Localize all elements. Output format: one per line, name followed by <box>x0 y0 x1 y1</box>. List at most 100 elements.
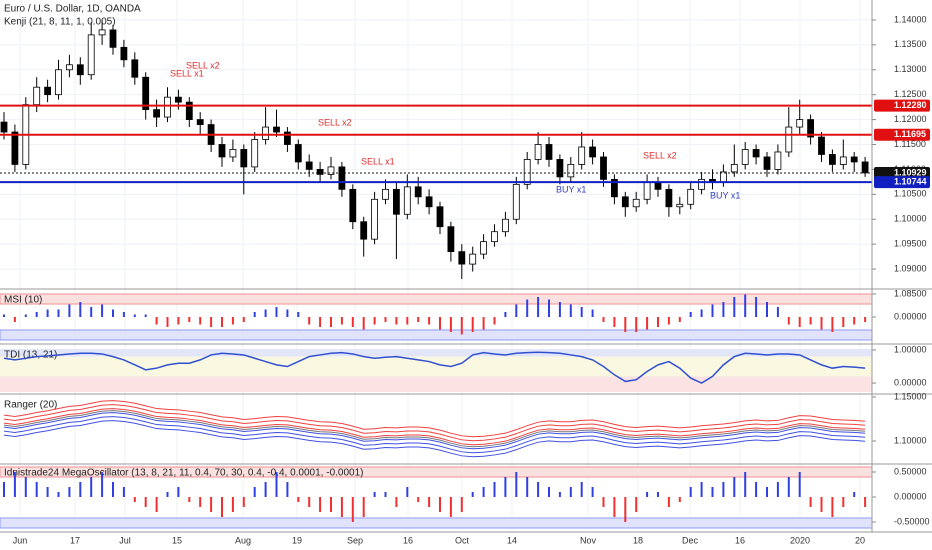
osc-bar <box>853 492 856 497</box>
osc-bar <box>471 317 474 332</box>
candle-body <box>578 146 586 165</box>
osc-bar <box>831 497 834 517</box>
osc-bar <box>57 492 60 497</box>
indicator-title: Kenji (21, 8, 11, 1, 0.005) <box>4 17 116 28</box>
osc-bar <box>526 299 529 317</box>
osc-bar <box>689 487 692 497</box>
candle-body <box>632 198 640 208</box>
osc-bar <box>253 487 256 497</box>
candle-body <box>229 149 237 158</box>
osc-bar <box>449 497 452 517</box>
osc-bar <box>79 302 82 317</box>
osc-bar <box>602 317 605 322</box>
candle-body <box>589 146 596 158</box>
osc-bar <box>79 482 82 497</box>
y-tick-label: 1.09500 <box>894 239 927 249</box>
osc-bar <box>646 492 649 497</box>
x-tick-label: Sep <box>347 535 363 545</box>
candle-body <box>414 186 422 198</box>
pane-title: Idnistrade24 MegaOscillator (13, 8, 21, … <box>4 468 363 479</box>
y-tick-label: 1.09000 <box>894 263 927 273</box>
y-tick-label: 1.12500 <box>894 89 927 99</box>
candle-body <box>458 251 466 265</box>
osc-bar <box>569 487 572 497</box>
candle-body <box>218 144 226 158</box>
osc-bar <box>330 317 332 327</box>
zone <box>0 329 873 341</box>
y-tick-label: 1.10500 <box>894 189 927 199</box>
osc-bar <box>406 487 409 497</box>
osc-bar <box>548 487 550 497</box>
osc-bar <box>90 307 93 317</box>
osc-bar <box>35 312 38 317</box>
osc-bar <box>460 497 463 512</box>
pane-title: TDI (13, 21) <box>4 350 57 361</box>
zone <box>0 517 873 529</box>
osc-bar <box>351 317 354 327</box>
osc-bar <box>602 497 605 507</box>
candle-body <box>371 198 379 240</box>
osc-bar <box>733 297 736 317</box>
y-tick-label: -0.50000 <box>894 516 930 526</box>
candle-body <box>240 149 248 168</box>
x-tick-label: Aug <box>235 535 251 545</box>
candle-body <box>120 46 128 61</box>
candle-body <box>55 69 62 96</box>
osc-bar <box>362 317 365 330</box>
osc-bar <box>667 317 670 325</box>
level-tag-label: 1.11695 <box>894 129 926 139</box>
osc-bar <box>428 317 431 325</box>
osc-bar <box>744 294 747 317</box>
signal-label: SELL x2 <box>186 60 220 70</box>
pane-title: Ranger (20) <box>4 400 57 411</box>
candle-body <box>76 64 84 76</box>
candle-body <box>109 29 117 48</box>
y-tick-label: 1.11500 <box>894 139 926 149</box>
osc-bar <box>460 317 463 335</box>
level-tag-label: 1.10929 <box>894 167 927 177</box>
osc-bar <box>384 317 387 322</box>
candle-body <box>305 161 313 170</box>
osc-bar <box>853 317 856 325</box>
osc-bar <box>678 497 681 502</box>
tdi-line <box>3 351 866 384</box>
candle-body <box>741 149 749 165</box>
x-tick-label: Oct <box>455 535 470 545</box>
ranger-lower <box>3 416 866 454</box>
osc-bar <box>809 317 812 325</box>
osc-bar <box>242 317 245 322</box>
signal-label: BUY x1 <box>556 184 586 194</box>
osc-bar <box>515 304 518 317</box>
y-tick-label: 1.13000 <box>894 64 927 74</box>
chart-title: Euro / U.S. Dollar, 1D, OANDA <box>4 4 141 15</box>
candle-body <box>98 29 106 36</box>
osc-bar <box>831 317 834 332</box>
osc-bar <box>319 497 322 512</box>
candle-body <box>785 126 793 153</box>
osc-bar <box>635 317 638 332</box>
candle-body <box>392 188 400 215</box>
y-tick-label: 1.12000 <box>894 114 927 124</box>
candle-body <box>850 156 858 163</box>
osc-bar <box>46 309 49 317</box>
candle-body <box>11 131 19 165</box>
osc-bar <box>264 482 267 497</box>
ranger-lower <box>3 420 866 458</box>
osc-bar <box>864 497 867 507</box>
candle-body <box>676 203 684 208</box>
osc-bar <box>122 312 125 317</box>
candle-body <box>512 183 520 220</box>
x-tick-label: Jun <box>13 535 28 545</box>
osc-bar <box>373 492 376 497</box>
osc-bar <box>820 317 823 330</box>
osc-bar <box>787 477 790 497</box>
y-tick-label: 1.14000 <box>894 14 927 24</box>
osc-bar <box>144 497 147 507</box>
osc-bar <box>3 482 5 497</box>
osc-bar <box>13 317 16 322</box>
osc-bar <box>384 492 387 497</box>
candle-body <box>763 156 771 170</box>
osc-bar <box>548 299 550 317</box>
osc-bar <box>787 317 790 325</box>
osc-bar <box>46 487 49 497</box>
